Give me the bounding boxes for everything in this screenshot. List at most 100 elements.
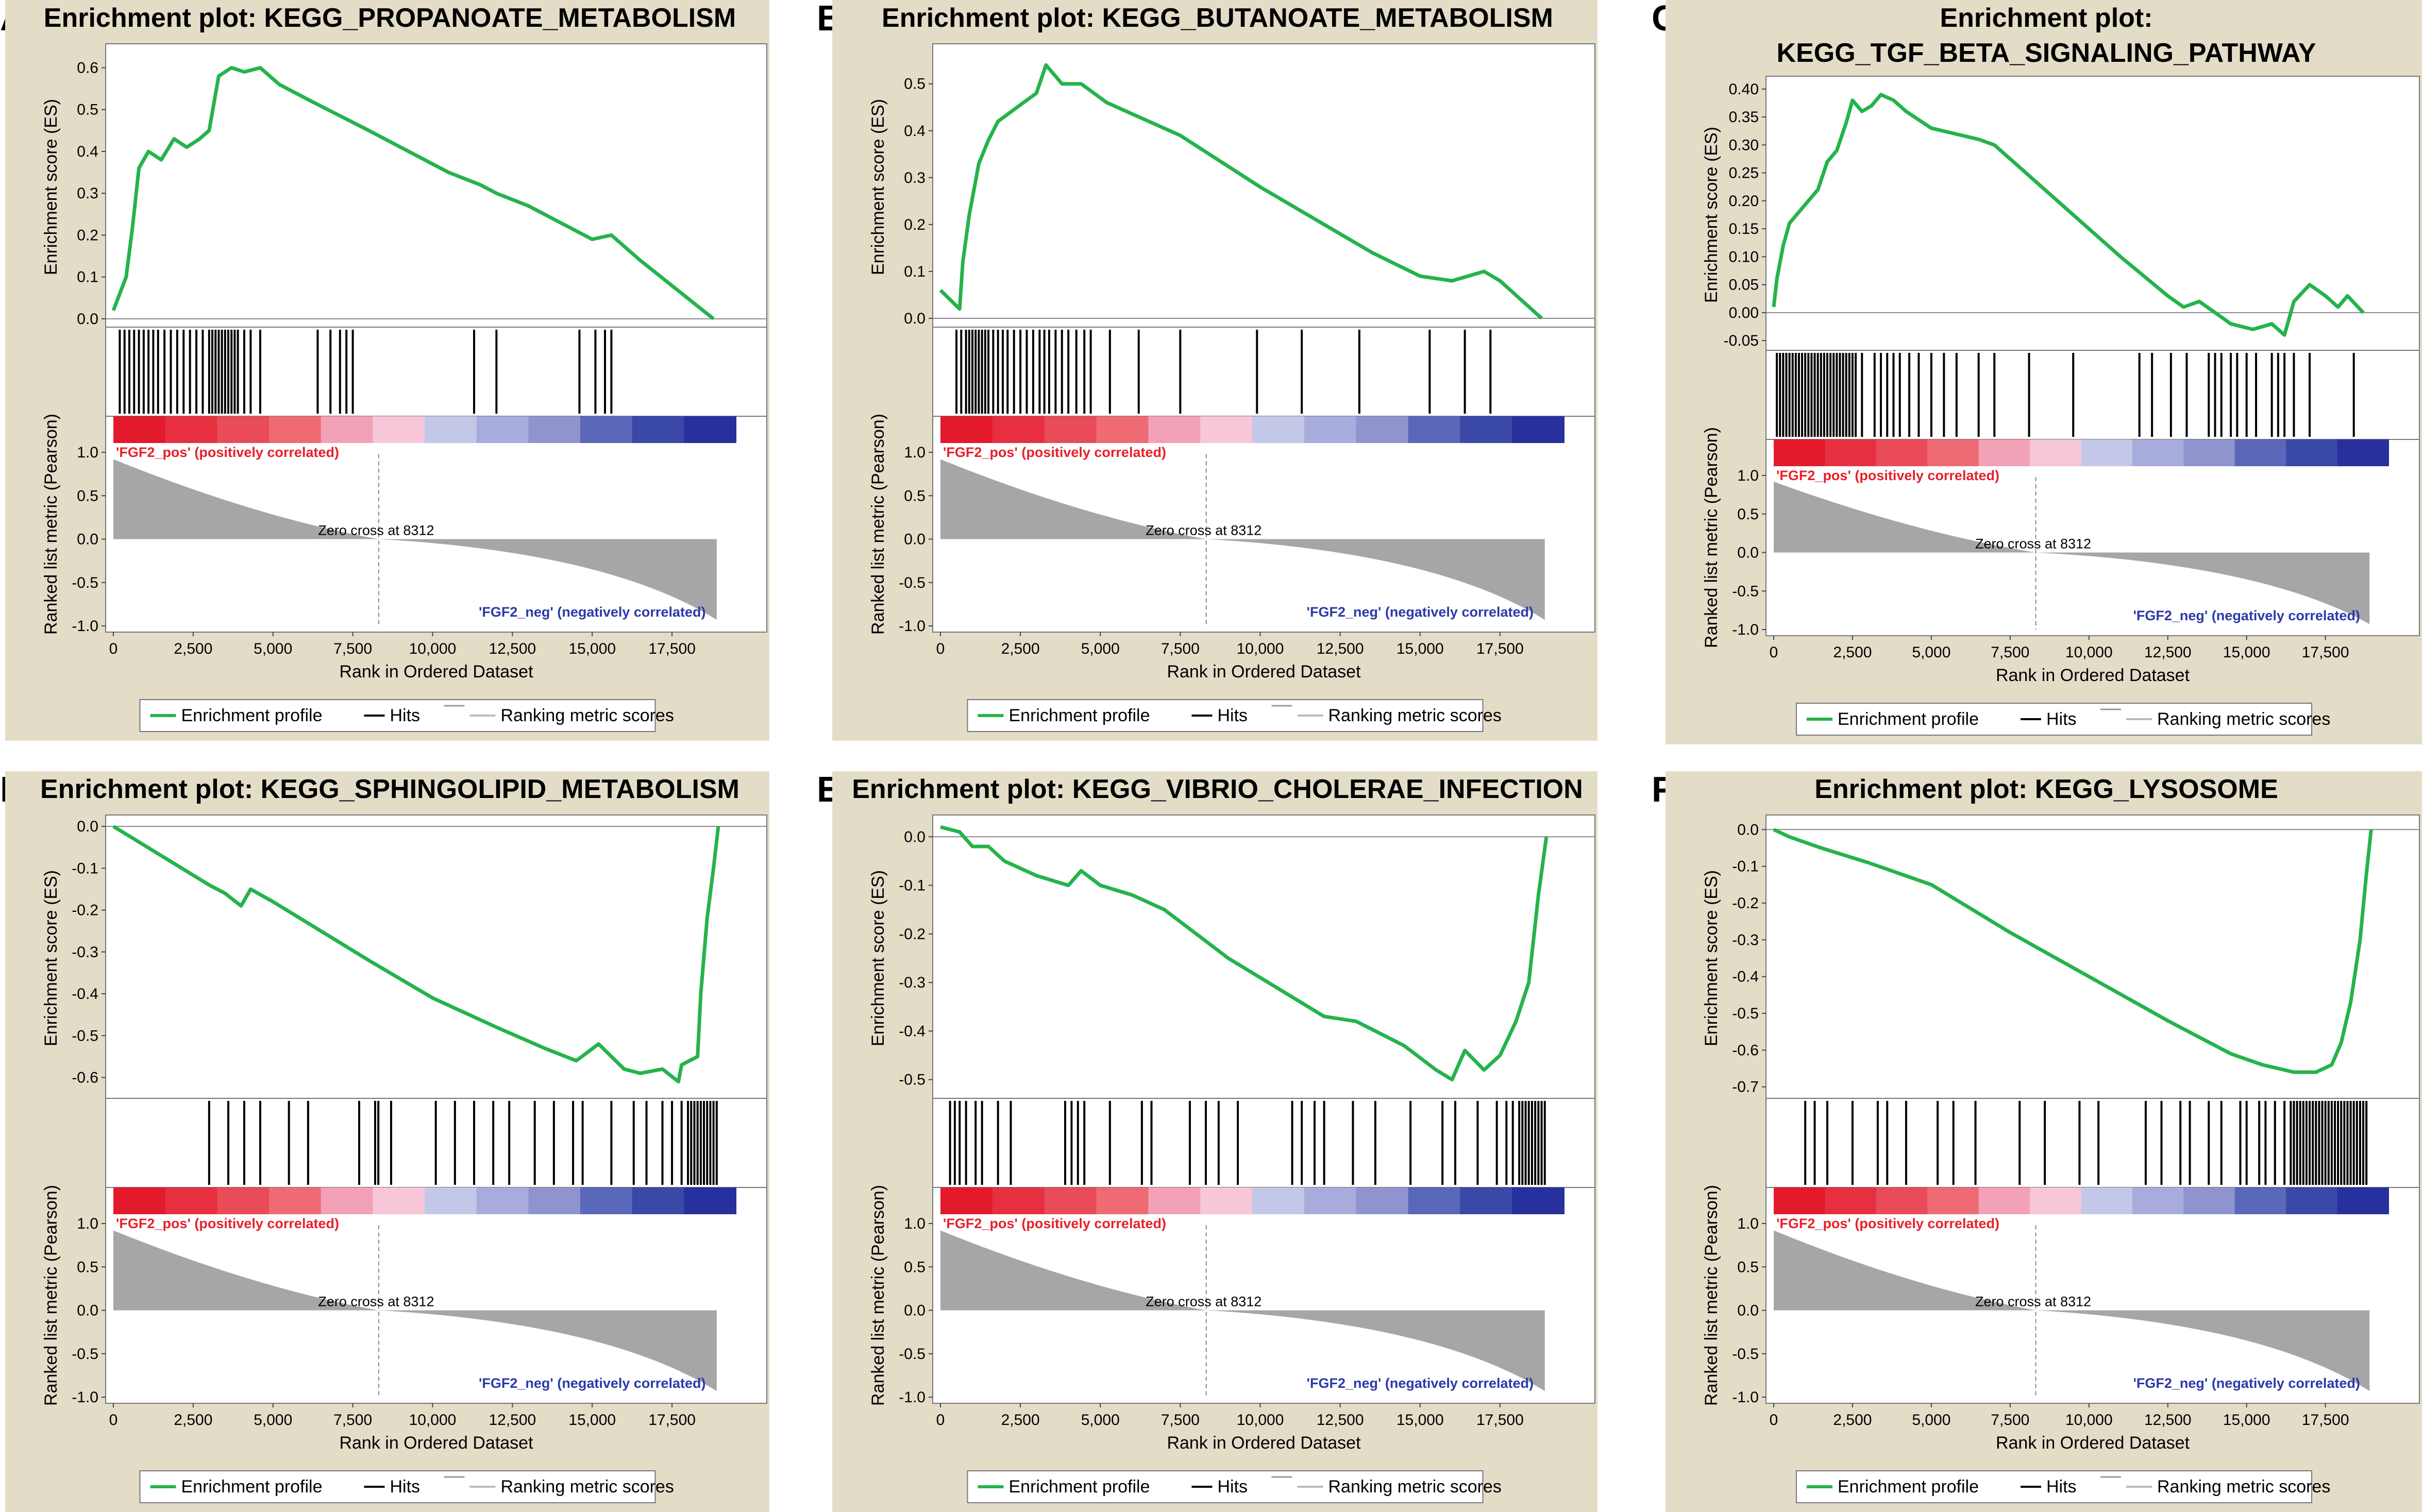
metric-tick-label: -0.5 (1732, 583, 1759, 600)
legend-hits-label: Hits (1218, 1477, 1248, 1497)
zero-cross-label: Zero cross at 8312 (1975, 1294, 2091, 1310)
metric-tick-label: 0.0 (1737, 545, 1759, 562)
metric-axis-label: Ranked list metric (Pearson) (868, 1185, 888, 1406)
heatmap-segment (528, 416, 581, 443)
heatmap-segment (632, 416, 685, 443)
heatmap-segment (1927, 439, 1979, 466)
enrichment-plot-c: Enrichment plot: KEGG_TGF_BETA_SIGNALING_… (1665, 0, 2422, 744)
es-tick-label: 0.4 (904, 123, 926, 140)
es-axis-label: Enrichment score (ES) (1702, 870, 1721, 1046)
legend: Enrichment profile Hits Ranking metric sco… (967, 1470, 1502, 1503)
heatmap-segment (425, 1187, 477, 1214)
neg-label: 'FGF2_neg' (negatively correlated) (479, 1375, 705, 1391)
metric-tick-label: -1.0 (899, 618, 926, 635)
metric-tick-label: -1.0 (899, 1389, 926, 1406)
heatmap-segment (269, 1187, 322, 1214)
es-tick-label: -0.5 (72, 1027, 98, 1044)
es-tick-label: -0.1 (899, 877, 926, 894)
heatmap-segment (321, 1187, 374, 1214)
es-tick-label: -0.2 (72, 902, 98, 919)
x-tick-label: 0 (1770, 644, 1778, 661)
heatmap-segment (2132, 439, 2184, 466)
x-tick-label: 2,500 (1833, 1412, 1872, 1429)
x-tick-label: 17,500 (2302, 644, 2349, 661)
x-tick-label: 10,000 (2065, 644, 2113, 661)
legend: Enrichment profile Hits Ranking metric sco… (967, 699, 1502, 732)
es-tick-label: -0.7 (1732, 1079, 1759, 1096)
heatmap-segment (992, 1187, 1045, 1214)
x-tick-label: 15,000 (568, 640, 616, 657)
legend-enrichment-label: Enrichment profile (1009, 1477, 1150, 1497)
legend-ranking-label: Ranking metric scores (2157, 1477, 2330, 1497)
es-tick-label: 0.6 (77, 59, 98, 76)
metric-tick-label: 0.0 (904, 1302, 926, 1319)
legend: Enrichment profile Hits Ranking metric sco… (139, 699, 674, 732)
heatmap-segment (2081, 439, 2133, 466)
neg-label: 'FGF2_neg' (negatively correlated) (479, 604, 705, 620)
zero-cross-label: Zero cross at 8312 (1975, 536, 2091, 552)
x-tick-label: 12,500 (2144, 1412, 2192, 1429)
heatmap-segment (217, 1187, 270, 1214)
x-tick-label: 12,500 (2144, 644, 2192, 661)
x-tick-label: 2,500 (1001, 640, 1040, 657)
legend-enrichment-label: Enrichment profile (1009, 706, 1150, 725)
legend-hits-label: Hits (1218, 706, 1248, 725)
heatmap-segment (1512, 416, 1564, 443)
es-tick-label: -0.1 (72, 860, 98, 877)
x-tick-label: 7,500 (1991, 1412, 2029, 1429)
es-tick-label: 0.15 (1729, 220, 1759, 237)
x-axis-label: Rank in Ordered Dataset (339, 1433, 533, 1453)
metric-axis-label: Ranked list metric (Pearson) (1702, 1185, 1721, 1406)
x-tick-label: 0 (1770, 1412, 1778, 1429)
heatmap-segment (2030, 1187, 2082, 1214)
heatmap-segment (1460, 1187, 1513, 1214)
x-tick-label: 2,500 (174, 640, 212, 657)
heatmap-segment (1978, 439, 2031, 466)
heatmap-segment (992, 416, 1045, 443)
es-tick-label: 0.1 (77, 269, 98, 286)
plot-title: Enrichment plot: KEGG_PROPANOATE_METABOL… (44, 3, 736, 33)
enrichment-plot-d: Enrichment plot: KEGG_SPHINGOLIPID_METAB… (5, 771, 769, 1512)
metric-tick-label: 0.5 (1737, 506, 1759, 523)
x-tick-label: 5,000 (1081, 1412, 1120, 1429)
heatmap-segment (373, 1187, 425, 1214)
legend-enrichment-label: Enrichment profile (1838, 1477, 1979, 1497)
es-tick-label: 0.10 (1729, 248, 1759, 265)
enrichment-plot-a: Enrichment plot: KEGG_PROPANOATE_METABOL… (5, 0, 769, 741)
enrichment-plot-b: Enrichment plot: KEGG_BUTANOATE_METABOLI… (832, 0, 1597, 741)
es-tick-label: 0.2 (904, 216, 926, 233)
heatmap-segment (165, 416, 218, 443)
es-tick-label: -0.2 (899, 926, 926, 943)
pos-label: 'FGF2_pos' (positively correlated) (116, 1216, 339, 1231)
neg-label: 'FGF2_neg' (negatively correlated) (1307, 1375, 1534, 1391)
pos-label: 'FGF2_pos' (positively correlated) (943, 445, 1166, 460)
es-tick-label: -0.4 (899, 1023, 926, 1040)
x-tick-label: 5,000 (1912, 1412, 1950, 1429)
es-tick-label: -0.5 (899, 1072, 926, 1089)
metric-tick-label: 1.0 (1737, 467, 1759, 484)
heatmap-segment (1148, 1187, 1201, 1214)
heatmap-segment (1978, 1187, 2031, 1214)
legend-hits-label: Hits (2046, 1477, 2077, 1497)
x-tick-label: 12,500 (489, 1412, 536, 1429)
heatmap-segment (2286, 1187, 2338, 1214)
zero-cross-label: Zero cross at 8312 (318, 523, 434, 538)
x-tick-label: 17,500 (1476, 640, 1524, 657)
ranking-metric-area (113, 1230, 717, 1391)
metric-tick-label: 1.0 (77, 1215, 98, 1232)
metric-axis-label: Ranked list metric (Pearson) (868, 414, 888, 635)
metric-tick-label: 0.0 (904, 531, 926, 548)
legend-enrichment-label: Enrichment profile (181, 706, 323, 725)
neg-label: 'FGF2_neg' (negatively correlated) (2133, 1375, 2360, 1391)
es-tick-label: -0.3 (72, 944, 98, 961)
heatmap-segment (1356, 416, 1409, 443)
x-tick-label: 5,000 (254, 640, 292, 657)
x-tick-label: 17,500 (648, 1412, 696, 1429)
metric-tick-label: -0.5 (72, 574, 98, 591)
metric-tick-label: -0.5 (72, 1346, 98, 1363)
x-tick-label: 5,000 (254, 1412, 292, 1429)
plot-title: Enrichment plot: (1940, 3, 2152, 33)
legend: Enrichment profile Hits Ranking metric sco… (1796, 703, 2330, 736)
zero-cross-label: Zero cross at 8312 (1146, 523, 1261, 538)
